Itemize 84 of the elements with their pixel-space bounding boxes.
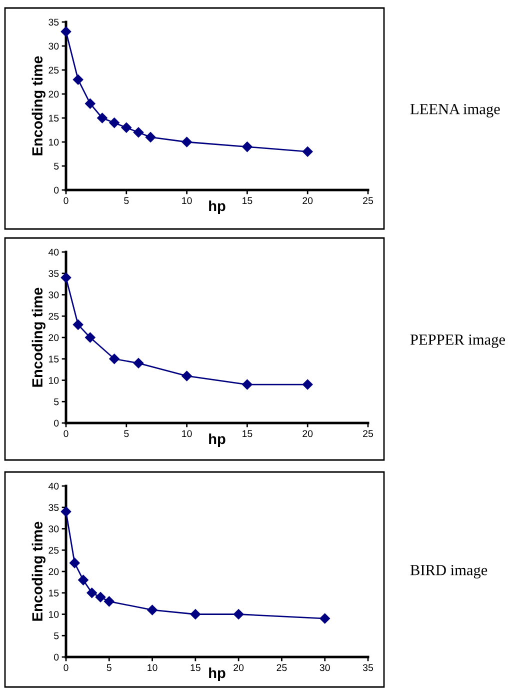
y-tick-label: 25 [48,312,59,320]
y-tick-label: 10 [48,138,59,146]
x-tick-label: 25 [363,197,373,204]
point [78,574,88,586]
x-tick-label: 10 [182,197,192,204]
y-tick-label: 5 [54,632,59,640]
point [85,98,96,109]
x-tick-label: 35 [362,664,373,672]
point [147,604,158,616]
y-tick-label: 35 [48,504,59,511]
point [60,26,72,37]
x-axis-title: hp [209,200,226,214]
point [320,613,330,624]
point [109,118,120,128]
y-tick-label: 20 [48,334,59,342]
y-tick-label: 35 [48,270,59,277]
x-axis-title: hp [209,433,226,448]
point [95,592,106,602]
y-tick-label: 0 [54,420,59,427]
x-tick-label: 15 [190,664,200,672]
y-tick-label: 30 [48,291,59,298]
point [242,379,252,390]
x-tick-label: 5 [106,664,112,672]
x-tick-label: 20 [234,664,244,672]
y-tick-label: 40 [48,248,59,256]
y-tick-label: 15 [48,590,59,596]
y-tick-label: 15 [48,356,59,362]
point [72,74,84,85]
point [182,136,192,148]
y-tick-label: 20 [48,568,59,576]
x-tick-label: 30 [320,664,330,672]
x-tick-label: 15 [242,197,252,204]
x-tick-label: 15 [242,430,252,438]
x-tick-label: 5 [124,430,129,438]
point [86,588,97,598]
x-axis-title: hp [209,667,226,682]
text: BIRD image [410,565,488,578]
text: PEPPER image [410,334,505,348]
point [242,142,252,152]
y-tick-label: 30 [48,525,59,532]
point [104,596,114,607]
x-tick-label: 25 [276,664,287,672]
x-tick-label: 10 [148,664,158,672]
x-tick-label: 10 [182,430,192,438]
point [302,379,313,390]
y-tick-label: 15 [48,114,59,122]
x-tick-label: 0 [64,197,68,204]
y-tick-label: 20 [48,90,59,98]
y-tick-label: 25 [48,66,59,74]
y-axis-title: Encoding time [32,522,46,621]
point [233,609,244,620]
y-tick-label: 5 [54,162,59,170]
point [133,358,144,368]
x-tick-label: 20 [302,430,313,438]
point [182,370,192,382]
point [121,122,132,133]
x-tick-label: 0 [64,664,68,672]
y-tick-label: 5 [54,398,59,406]
text: LEENA image [410,104,500,118]
point [97,112,108,124]
x-tick-label: 0 [64,430,68,438]
point [190,609,201,620]
x-tick-label: 5 [124,197,129,204]
point [72,320,84,330]
y-tick-label: 25 [48,546,59,554]
point [85,332,96,343]
y-tick-label: 30 [48,42,59,50]
point [109,354,120,364]
y-tick-label: 10 [48,376,59,384]
y-tick-label: 0 [54,654,59,661]
y-tick-label: 0 [54,186,59,194]
point [302,146,313,157]
x-tick-label: 25 [363,430,373,438]
x-tick-label: 20 [302,197,313,204]
y-tick-label: 35 [48,18,59,26]
y-axis-title: Encoding time [32,288,46,387]
point [145,132,156,142]
point [60,272,72,283]
point [70,558,80,568]
y-axis-title: Encoding time [32,56,46,156]
point [60,506,72,517]
y-tick-label: 10 [48,610,59,618]
y-tick-label: 40 [48,482,59,490]
point [133,127,144,138]
